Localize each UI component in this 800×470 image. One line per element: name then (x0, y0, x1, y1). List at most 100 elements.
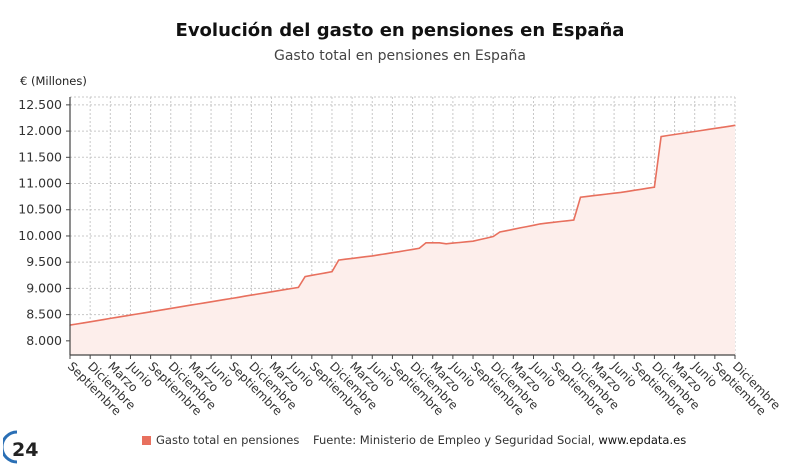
y-tick-label: 9.500 (26, 254, 62, 269)
data-point (237, 296, 239, 298)
data-point (506, 230, 508, 232)
data-point (358, 256, 360, 259)
svg-text:24: 24 (12, 439, 38, 461)
data-point (653, 186, 655, 188)
data-point (680, 132, 682, 135)
data-point (734, 124, 736, 126)
source-link[interactable]: www.epdata.es (598, 433, 687, 447)
data-point (593, 194, 595, 197)
data-point (727, 125, 729, 127)
y-tick-label: 9.000 (26, 280, 62, 295)
data-point (150, 311, 152, 313)
data-point (600, 194, 602, 196)
series-layer (69, 124, 736, 355)
data-point (297, 286, 299, 288)
data-point (136, 313, 138, 315)
source-note: Fuente: Ministerio de Empleo y Seguridad… (313, 433, 686, 447)
data-point (418, 247, 420, 249)
chart: € (Millones) 8.000 8.500 9.000 9.500 10.000 1… (18, 74, 783, 418)
data-point (385, 253, 387, 255)
data-point (163, 308, 165, 311)
chart-subtitle: Gasto total en pensiones en España (274, 48, 526, 64)
data-point (539, 223, 541, 225)
data-point (143, 312, 145, 314)
data-point (364, 256, 367, 258)
logo-24-icon: 24 (3, 430, 38, 464)
data-point (579, 196, 582, 198)
data-point (559, 220, 561, 223)
y-tick-label: 11.500 (18, 149, 62, 164)
data-point (660, 135, 662, 138)
data-point (519, 227, 521, 229)
data-point (425, 242, 427, 244)
data-point (512, 228, 514, 230)
y-axis-label: € (Millones) (20, 74, 87, 88)
data-point (223, 298, 226, 301)
y-tick-label: 8.500 (26, 307, 62, 322)
data-point (270, 291, 273, 293)
data-point (338, 259, 340, 261)
data-point (633, 189, 635, 191)
data-point (458, 241, 461, 244)
data-point (217, 300, 219, 302)
data-point (687, 131, 689, 134)
data-point (472, 240, 474, 242)
data-point (89, 321, 91, 323)
data-point (324, 272, 326, 274)
data-point (465, 241, 467, 243)
data-point (183, 305, 185, 307)
legend-swatch (142, 435, 151, 445)
data-point (129, 314, 132, 316)
data-point (411, 248, 414, 251)
data-point (546, 222, 548, 224)
data-point (176, 306, 179, 308)
y-tick-label: 8.000 (26, 333, 62, 348)
series-line (69, 124, 736, 326)
data-point (264, 292, 266, 294)
data-point (606, 193, 608, 195)
data-point (492, 235, 494, 238)
data-point (351, 257, 353, 260)
data-point (116, 316, 118, 318)
data-point (586, 195, 588, 197)
data-point (230, 297, 232, 300)
data-point (673, 133, 676, 136)
data-point (438, 242, 441, 244)
legend: Gasto total en pensiones (142, 433, 299, 447)
data-point (647, 187, 649, 189)
data-point (432, 242, 434, 244)
data-point (526, 226, 528, 228)
y-tick-label: 10.500 (18, 202, 62, 217)
data-point (284, 288, 286, 291)
data-point (720, 126, 723, 128)
data-point (123, 315, 125, 317)
data-point (82, 322, 85, 324)
data-point (398, 251, 400, 253)
data-point (640, 188, 642, 190)
data-point (405, 249, 407, 252)
data-point (96, 320, 98, 322)
data-point (700, 129, 703, 132)
data-point (331, 271, 333, 273)
y-tick-label: 12.000 (18, 123, 62, 138)
data-point (244, 295, 246, 297)
data-point (613, 192, 615, 194)
data-point (291, 287, 293, 290)
data-point (485, 237, 488, 239)
data-point (573, 219, 575, 221)
data-point (553, 221, 555, 223)
data-point (317, 273, 320, 275)
data-point (532, 224, 535, 226)
data-point (707, 128, 709, 131)
data-point (76, 323, 78, 325)
data-point (190, 304, 192, 306)
data-point (109, 317, 111, 320)
legend-label: Gasto total en pensiones (156, 433, 300, 447)
data-point (694, 130, 696, 133)
data-point (391, 252, 394, 254)
data-point (304, 276, 306, 278)
data-point (311, 274, 313, 276)
source-text: Fuente: Ministerio de Empleo y Seguridad… (313, 433, 599, 447)
data-point (197, 303, 199, 305)
chart-title: Evolución del gasto en pensiones en Espa… (175, 20, 625, 41)
